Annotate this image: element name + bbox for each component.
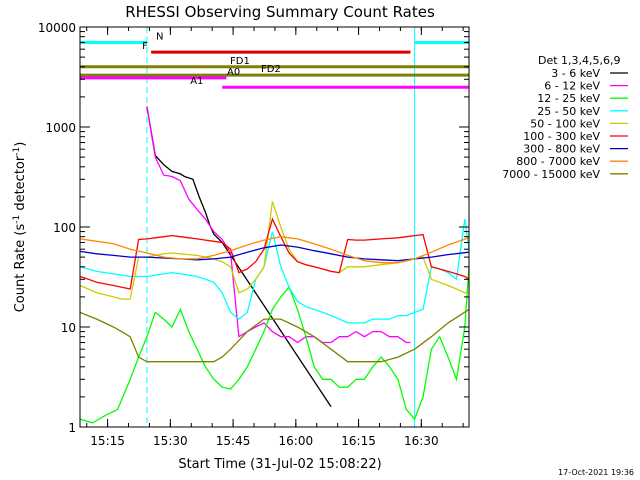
y-tick-label-1: 10 [61, 321, 76, 335]
flag-label-0: N [156, 31, 163, 42]
series-line-3 [79, 219, 470, 324]
chart-title: RHESSI Observing Summary Count Rates [125, 3, 435, 21]
flag-label-2: F [142, 41, 148, 52]
series-line-8 [79, 308, 470, 363]
series-line-2 [79, 266, 470, 424]
series-line-6 [79, 244, 470, 262]
x-tick-label-0: 15:15 [90, 434, 125, 448]
flag-label-6: A1 [190, 76, 203, 87]
x-tick-label-4: 16:15 [341, 434, 376, 448]
legend-label-0: 3 - 6 keV [551, 67, 600, 80]
legend-label-5: 100 - 300 keV [523, 130, 600, 143]
flag-label-4: FD2 [261, 64, 281, 75]
series-line-0 [146, 106, 332, 407]
series-line-4 [79, 201, 469, 300]
x-tick-label-5: 16:30 [404, 434, 439, 448]
series-line-1 [146, 106, 411, 344]
footer-date: 17-Oct-2021 19:36 [558, 468, 634, 477]
x-tick-label-1: 15:30 [153, 434, 188, 448]
y-tick-label-2: 100 [53, 221, 76, 235]
flag-label-3: FD1 [230, 56, 250, 67]
series-line-7 [79, 236, 470, 264]
y-tick-label-0: 1 [68, 421, 76, 435]
legend-label-7: 800 - 7000 keV [516, 155, 600, 168]
x-tick-label-3: 16:00 [279, 434, 314, 448]
legend-label-8: 7000 - 15000 keV [502, 168, 600, 181]
x-tick-label-2: 15:45 [216, 434, 251, 448]
y-tick-label-4: 10000 [38, 21, 76, 35]
legend-label-6: 300 - 800 keV [523, 143, 600, 156]
flag-label-5: A0 [227, 67, 240, 78]
legend-header: Det 1,3,4,5,6,9 [538, 54, 621, 67]
y-axis-label: Count Rate (s-1 detector-1) [12, 142, 28, 313]
series-line-5 [79, 217, 470, 290]
legend-label-4: 50 - 100 keV [530, 117, 600, 130]
legend-label-2: 12 - 25 keV [537, 92, 600, 105]
plot-area: NF FD1 FD2 A0 A1 [79, 27, 470, 427]
y-tick-label-3: 1000 [45, 121, 76, 135]
axis-ticks: 1 10 100 1000 10000 15:15 15:30 15:45 16:00 16:15… [38, 21, 469, 448]
legend-label-1: 6 - 12 keV [544, 80, 600, 93]
x-axis-label: Start Time (31-Jul-02 15:08:22) [178, 457, 381, 472]
legend-label-3: 25 - 50 keV [537, 105, 600, 118]
